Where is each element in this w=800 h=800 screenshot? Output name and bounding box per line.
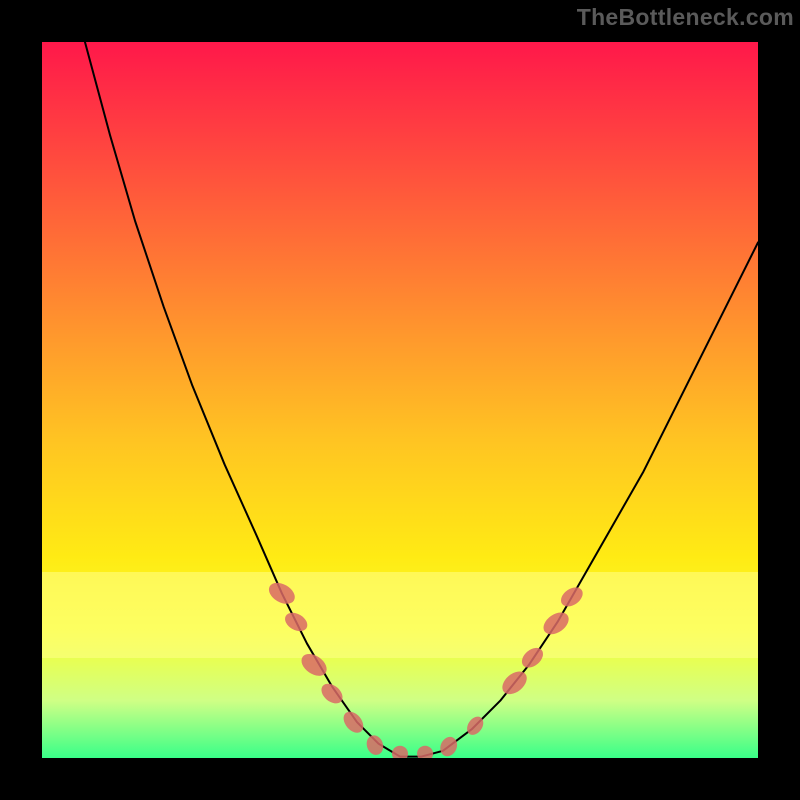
curve-marker (340, 708, 368, 737)
curve-marker (557, 583, 586, 610)
plot-area (42, 42, 758, 758)
curve-marker (265, 579, 298, 609)
bottleneck-curve (85, 42, 758, 757)
curve-marker (282, 609, 311, 635)
curve-marker (417, 746, 433, 758)
curve-marker (539, 608, 572, 639)
curve-marker (392, 746, 408, 758)
curve-marker (437, 734, 460, 758)
curve-marker (364, 733, 386, 757)
chart-frame: TheBottleneck.com (0, 0, 800, 800)
curve-marker (518, 644, 547, 672)
watermark-label: TheBottleneck.com (577, 4, 794, 31)
chart-svg (42, 42, 758, 758)
curve-marker (498, 667, 531, 699)
curve-marker (318, 680, 347, 708)
